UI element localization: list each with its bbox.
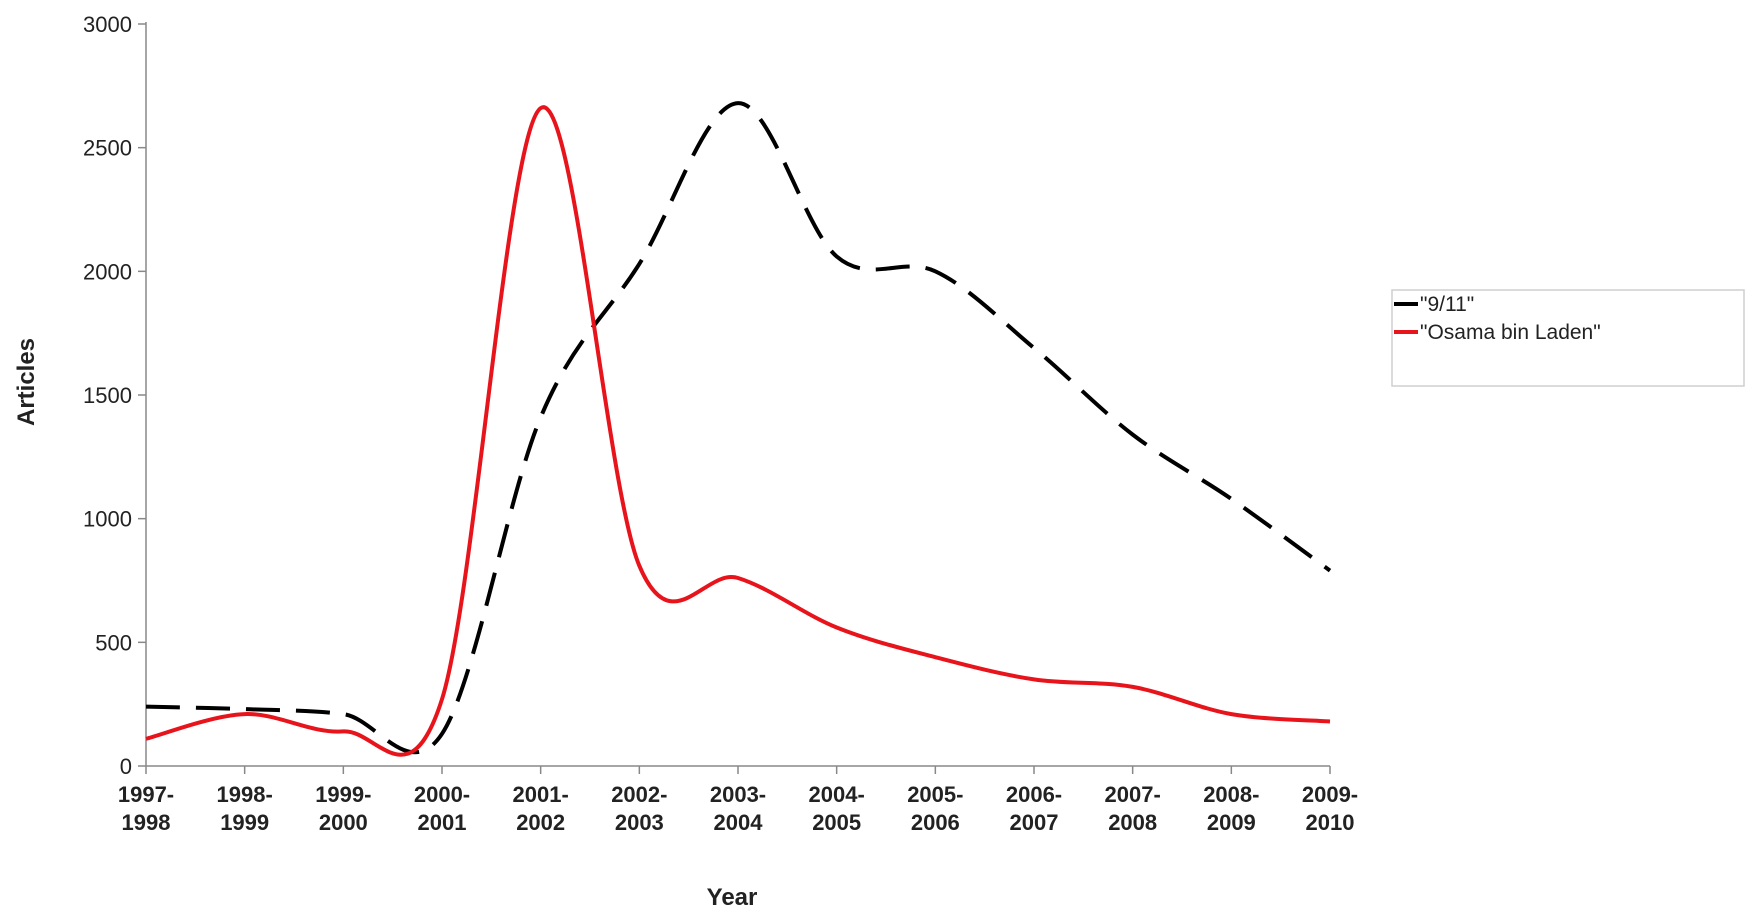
x-tick-label-line: 2002- — [611, 782, 667, 807]
x-tick-label-line: 2008- — [1203, 782, 1259, 807]
data-point — [144, 705, 148, 709]
x-tick-label-line: 2000- — [414, 782, 470, 807]
data-point — [736, 576, 740, 580]
data-point — [1131, 433, 1135, 437]
x-axis-title: Year — [707, 884, 758, 911]
legend: "9/11" "Osama bin Laden" — [1391, 289, 1745, 387]
y-tick-label: 3000 — [83, 12, 132, 37]
y-tick-label: 0 — [120, 754, 132, 779]
x-tick-label-line: 1999 — [220, 810, 269, 835]
y-axis-title: Articles — [13, 338, 40, 426]
data-point — [933, 269, 937, 273]
data-point — [341, 712, 345, 716]
x-tick-label: 2000- 2001 — [414, 782, 470, 835]
x-tick-label-line: 1997- — [118, 782, 174, 807]
x-tick-label-line: 1998- — [217, 782, 273, 807]
data-point — [1131, 685, 1135, 689]
x-tick-label: 2001- 2002 — [513, 782, 569, 835]
data-point — [1328, 719, 1332, 723]
legend-label: "9/11" — [1420, 293, 1474, 316]
x-tick-label-line: 2004 — [714, 810, 764, 835]
x-tick-label-line: 2003 — [615, 810, 664, 835]
y-tick-label: 2500 — [83, 136, 132, 161]
x-tick-label-line: 2007 — [1010, 810, 1059, 835]
data-point — [637, 262, 641, 266]
x-tick-label-line: 2006 — [911, 810, 960, 835]
data-point — [440, 697, 444, 701]
y-tick-label: 500 — [95, 630, 132, 655]
x-tick-label: 2004- 2005 — [809, 782, 865, 835]
x-tick-label-line: 2008 — [1108, 810, 1157, 835]
y-tick-label: 1500 — [83, 383, 132, 408]
x-tick-label: 2009- 2010 — [1302, 782, 1358, 835]
x-tick-label-line: 2003- — [710, 782, 766, 807]
data-point — [144, 737, 148, 741]
x-tick-label-line: 2006- — [1006, 782, 1062, 807]
data-point — [440, 732, 444, 736]
x-tick-label-line: 2010 — [1306, 810, 1355, 835]
data-point — [1032, 346, 1036, 350]
data-point — [933, 655, 937, 659]
x-tick-label: 2003- 2004 — [710, 782, 766, 835]
series-line-0 — [145, 101, 1332, 755]
data-point — [243, 707, 247, 711]
x-tick-label-line: 2009 — [1207, 810, 1256, 835]
x-tick-label-line: 2001 — [418, 810, 467, 835]
x-tick-label-line: 2005 — [812, 810, 861, 835]
data-point — [539, 106, 543, 110]
x-tick-label: 2008- 2009 — [1203, 782, 1259, 835]
data-point — [736, 101, 740, 105]
x-tick-label-line: 2000 — [319, 810, 368, 835]
x-axis: 1997- 1998 1998- 1999 1999- 2000 2000- 2001 2001… — [118, 765, 1358, 835]
data-point — [1328, 569, 1332, 573]
x-tick-label: 1999- 2000 — [315, 782, 371, 835]
legend-label: "Osama bin Laden" — [1420, 321, 1601, 344]
x-tick-label-line: 2002 — [516, 810, 565, 835]
x-tick-label: 2006- 2007 — [1006, 782, 1062, 835]
y-tick-label: 1000 — [83, 507, 132, 532]
x-tick-label: 2007- 2008 — [1105, 782, 1161, 835]
data-point — [1229, 497, 1233, 501]
data-point — [539, 415, 543, 419]
data-point — [341, 729, 345, 733]
x-tick-label-line: 1999- — [315, 782, 371, 807]
y-tick-label: 2000 — [83, 259, 132, 284]
x-tick-label-line: 1998 — [122, 810, 171, 835]
x-tick-label: 2005- 2006 — [907, 782, 963, 835]
series-line-1 — [145, 105, 1331, 757]
x-tick-label-line: 2005- — [907, 782, 963, 807]
series-layer — [144, 101, 1332, 757]
y-axis: 0 500 1000 1500 2000 2500 3000 — [83, 12, 147, 779]
legend-box — [1391, 289, 1745, 387]
data-point — [835, 625, 839, 629]
data-point — [1032, 677, 1036, 681]
data-point — [835, 254, 839, 258]
data-point — [1229, 712, 1233, 716]
x-tick-label: 1998- 1999 — [217, 782, 273, 835]
x-tick-label-line: 2009- — [1302, 782, 1358, 807]
x-tick-label-line: 2004- — [809, 782, 865, 807]
x-tick-label-line: 2007- — [1105, 782, 1161, 807]
data-point — [637, 564, 641, 568]
x-tick-label: 1997- 1998 — [118, 782, 174, 835]
data-point — [243, 712, 247, 716]
x-tick-label: 2002- 2003 — [611, 782, 667, 835]
x-tick-label-line: 2001- — [513, 782, 569, 807]
